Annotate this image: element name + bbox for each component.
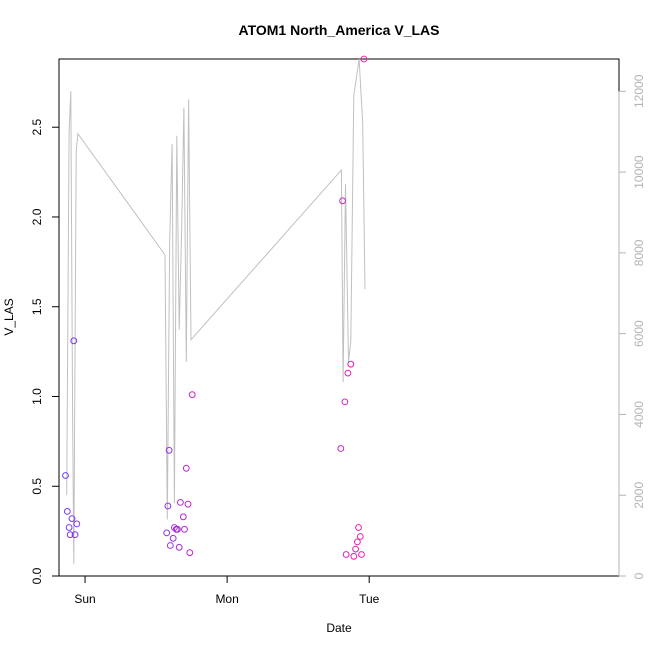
y-right-tick-label: 4000 — [632, 401, 646, 428]
right-axis-series-layer — [66, 58, 366, 564]
chart-title: ATOM1 North_America V_LAS — [239, 22, 440, 38]
data-point — [175, 543, 183, 551]
data-point — [341, 398, 349, 406]
y-axis-label: V_LAS — [2, 298, 16, 335]
data-point — [360, 55, 368, 63]
data-point — [163, 529, 171, 537]
data-point — [169, 534, 177, 542]
data-point — [66, 531, 74, 539]
x-axis: Sun Mon Tue — [74, 575, 380, 606]
data-point — [70, 337, 78, 345]
x-tick-label: Tue — [359, 592, 380, 606]
y-right-tick-label: 6000 — [632, 320, 646, 347]
data-point — [352, 545, 360, 553]
data-point — [179, 513, 187, 521]
y-left-tick-label: 1.0 — [30, 388, 44, 405]
data-point — [350, 552, 358, 560]
data-point — [181, 525, 188, 533]
y-left-tick-label: 0.0 — [30, 567, 44, 584]
data-point — [356, 533, 364, 540]
y-left-tick-label: 2.0 — [30, 208, 44, 225]
data-point — [165, 446, 173, 454]
y-left-tick-label: 0.5 — [30, 478, 44, 495]
y-axis-left: 0.0 0.5 1.0 1.5 2.0 2.5 — [30, 119, 60, 584]
y-right-tick-label: 10000 — [632, 155, 646, 189]
data-point — [177, 499, 184, 506]
x-axis-label: Date — [326, 621, 352, 635]
data-point — [71, 531, 79, 539]
data-point — [342, 551, 350, 558]
data-point — [347, 360, 355, 368]
x-tick-label: Mon — [215, 592, 238, 606]
data-point — [188, 391, 196, 399]
data-point — [344, 369, 352, 377]
data-point — [186, 549, 194, 557]
data-point — [63, 508, 71, 515]
data-point — [65, 524, 73, 531]
y-right-tick-label: 2000 — [632, 482, 646, 509]
y-right-tick-label: 0 — [632, 572, 646, 579]
points-layer — [62, 55, 368, 560]
y-right-tick-label: 8000 — [632, 239, 646, 266]
data-point — [337, 445, 345, 452]
data-point — [62, 472, 69, 479]
data-point — [174, 525, 181, 533]
data-point — [73, 520, 81, 528]
data-point — [358, 551, 365, 558]
data-point — [184, 500, 192, 508]
data-point — [68, 515, 76, 522]
data-point — [354, 538, 361, 546]
data-point — [164, 502, 172, 510]
data-point — [339, 197, 347, 205]
data-point — [182, 464, 190, 472]
y-right-tick-label: 12000 — [632, 74, 646, 108]
x-tick-label: Sun — [74, 592, 95, 606]
y-axis-right: 0 2000 4000 6000 8000 10000 12000 — [618, 74, 646, 579]
data-point — [355, 524, 362, 531]
y-left-tick-label: 2.5 — [30, 119, 44, 136]
data-point — [166, 542, 174, 549]
plot-box — [58, 58, 620, 577]
series-line — [66, 58, 366, 564]
y-left-tick-label: 1.5 — [30, 298, 44, 315]
